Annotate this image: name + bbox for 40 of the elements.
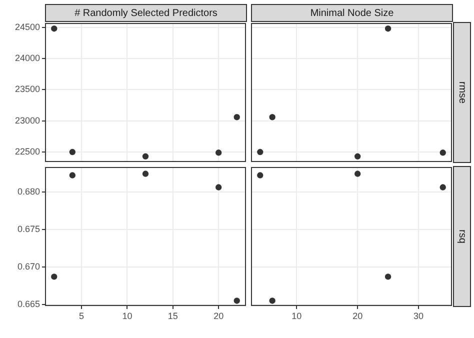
y-axis-title: rsq	[456, 230, 468, 244]
point	[215, 150, 222, 156]
chart-title: Minimal Node Size	[251, 4, 453, 22]
x-tick-label: 20	[352, 310, 363, 321]
y-axis-title: rmse	[456, 81, 468, 104]
x-tick-label: 10	[122, 310, 132, 321]
point	[69, 172, 76, 178]
point	[69, 148, 76, 156]
point	[51, 274, 58, 280]
point	[257, 172, 264, 178]
point	[234, 298, 240, 304]
point	[142, 153, 149, 160]
point	[269, 114, 276, 120]
x-tick-label: 20	[214, 310, 224, 321]
point	[440, 184, 446, 190]
y-tick-label: 0.670	[17, 261, 40, 272]
y-tick-label: 0.665	[17, 298, 40, 309]
x-tick-label: 5	[79, 310, 84, 321]
y-tick-label: 24000	[14, 53, 40, 64]
point	[257, 148, 264, 156]
y-tick-label: 24500	[14, 22, 40, 32]
x-tick-label: 10	[292, 310, 302, 321]
point	[354, 170, 361, 177]
point	[51, 26, 58, 32]
point	[142, 170, 149, 177]
chart-title: # Randomly Selected Predictors	[45, 4, 247, 22]
x-tick-label: 15	[168, 310, 178, 321]
point	[384, 274, 392, 280]
point	[269, 298, 276, 304]
point	[354, 153, 361, 160]
x-tick-label: 30	[413, 310, 424, 321]
point	[440, 150, 446, 156]
point	[215, 184, 222, 190]
point	[234, 114, 240, 120]
point	[384, 26, 392, 32]
y-tick-label: 23500	[14, 84, 40, 94]
y-tick-label: 23000	[14, 115, 40, 126]
y-tick-label: 0.680	[17, 186, 40, 196]
y-tick-label: 0.675	[17, 224, 40, 234]
y-tick-label: 22500	[14, 146, 40, 157]
